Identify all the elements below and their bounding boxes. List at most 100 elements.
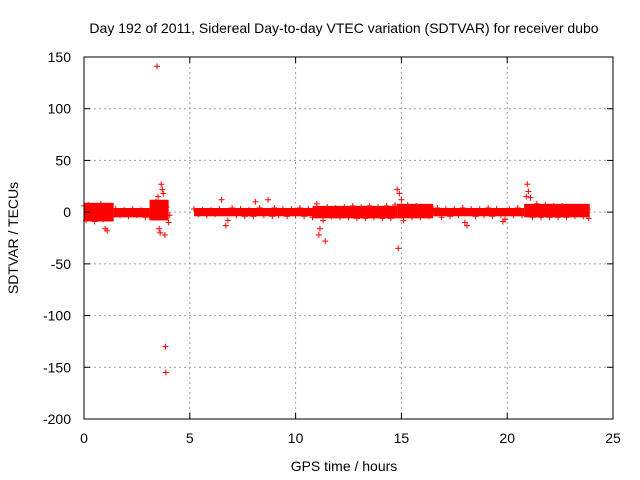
x-tick-label: 20 [499,430,515,446]
y-tick-label: 100 [48,101,72,117]
y-axis-label: SDTVAR / TECUs [5,182,21,294]
data-point [387,215,394,222]
data-point [212,211,219,218]
data-point [459,205,466,212]
data-point [156,225,163,232]
data-point [538,214,545,221]
y-tick-label: 50 [55,152,71,168]
data-point [129,206,136,213]
data-point [398,196,405,203]
dense-data-band [524,203,590,218]
data-point [455,212,462,219]
grid-lines [84,57,613,419]
data-point [284,213,291,220]
data-point [413,202,420,209]
data-point [166,212,173,219]
chart-title: Day 192 of 2011, Sidereal Day-to-day VTE… [89,20,598,36]
data-point [125,213,132,220]
data-point [345,214,352,221]
data-point [158,181,165,188]
y-tick-label: -200 [43,411,71,427]
data-point [480,212,487,219]
x-tick-label: 25 [605,430,621,446]
data-point [191,206,198,213]
data-point [502,216,509,223]
x-tick-label: 0 [80,430,88,446]
data-point [279,206,286,213]
data-point [160,190,167,197]
data-point [506,206,513,213]
data-point [315,231,322,238]
data-point [527,194,534,201]
data-point [275,212,282,219]
data-point [152,198,159,205]
data-point [222,222,229,229]
data-point [229,205,236,212]
data-point [324,203,331,210]
data-point [353,215,360,222]
data-point [252,198,259,205]
data-point [121,207,128,214]
data-point [142,214,149,221]
data-point [341,203,348,210]
x-tick-label: 15 [394,430,410,446]
data-point [554,214,561,221]
data-point [332,205,339,212]
data-point [146,213,153,220]
data-point [305,206,312,213]
data-point [133,212,140,219]
y-tick-labels: -200 -150 -100 -50 0 50 100 150 [43,49,71,427]
data-point [408,214,415,221]
data-point [116,212,123,219]
data-point [89,203,96,210]
data-point [337,214,344,221]
data-point [395,245,402,252]
dense-data-band [312,205,398,219]
data-point [85,201,92,208]
data-point [434,205,441,212]
x-tick-label: 5 [186,430,194,446]
data-point [463,222,470,229]
data-point [493,206,500,213]
data-point [162,343,169,350]
data-point [159,186,166,193]
data-point [404,201,411,208]
data-point [394,186,401,193]
data-point [301,213,308,220]
data-point [559,202,566,209]
data-point [155,193,162,200]
y-tick-label: 0 [63,204,71,220]
data-point [510,212,517,219]
data-point [519,212,526,219]
data-point [524,181,531,188]
data-point [580,213,587,220]
dense-data-band [194,208,313,217]
y-tick-label: -50 [51,256,71,272]
data-point [112,206,119,213]
data-point [584,206,591,213]
data-point [233,212,240,219]
data-point [309,214,316,221]
data-point [316,225,323,232]
data-point [95,214,102,221]
data-point [288,206,295,213]
data-point [320,217,327,224]
data-point [366,202,373,209]
data-point [563,214,570,221]
data-point [514,205,521,212]
data-point [199,207,206,214]
data-point [165,219,172,226]
data-point [375,203,382,210]
data-point [241,213,248,220]
data-point [472,213,479,220]
data-point [292,212,299,219]
data-point [576,203,583,210]
data-point [525,188,532,195]
data-point [497,212,504,219]
y-tick-label: 150 [48,49,72,65]
data-point [163,203,170,210]
data-point [246,207,253,214]
data-point [195,211,202,218]
data-point [100,216,107,223]
